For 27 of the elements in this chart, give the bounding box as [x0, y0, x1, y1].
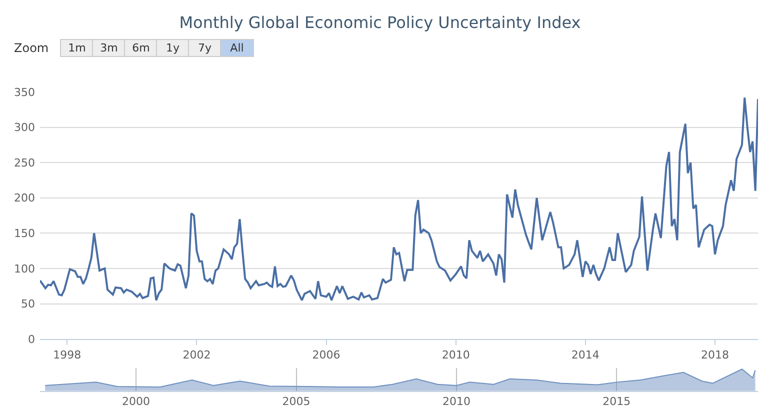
text: All [230, 42, 244, 54]
y-tick-label: 200 [14, 192, 35, 205]
x-tick-label: 2010 [442, 348, 470, 362]
text: Zoom [14, 41, 49, 55]
x-tick-label: 2018 [700, 348, 729, 362]
x-tick-label: 2010 [442, 395, 470, 408]
line-series [40, 96, 758, 302]
y-tick-label: 100 [14, 262, 35, 276]
x-tick-label: 2015 [602, 395, 631, 408]
x-tick-label: 2000 [122, 395, 150, 408]
y-tick-label: 300 [14, 121, 35, 134]
y-tick-label: 350 [14, 86, 35, 99]
y-tick-label: 0 [28, 332, 35, 346]
x-tick-label: 2002 [182, 348, 211, 362]
chart-title: Monthly Global Economic Policy Uncertainty Index [179, 12, 581, 32]
text: 1y [166, 42, 180, 54]
x-tick-label: 2005 [282, 395, 310, 408]
x-tick-label: 2006 [312, 348, 340, 362]
y-tick-label: 150 [14, 227, 35, 240]
text: 6m [132, 42, 150, 54]
y-tick-label: 50 [21, 298, 35, 311]
x-tick-label: 1998 [53, 348, 82, 362]
text: 7y [198, 42, 212, 54]
y-tick-label: 250 [14, 156, 35, 170]
text: 1m [68, 42, 86, 54]
text: 3m [100, 42, 118, 54]
x-tick-label: 2014 [571, 348, 600, 362]
